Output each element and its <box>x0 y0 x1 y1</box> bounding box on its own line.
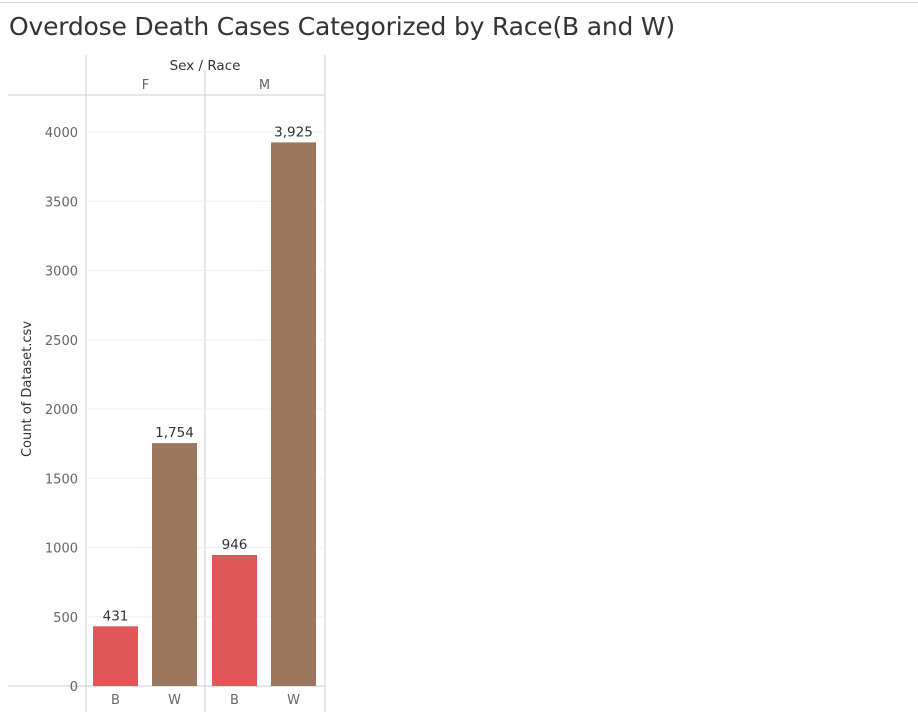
x-tick-label-m-w: W <box>287 693 300 708</box>
y-tick-label: 1500 <box>45 472 78 487</box>
data-label-m-b: 946 <box>222 537 248 553</box>
y-tick-label: 3000 <box>45 265 78 280</box>
y-tick-label: 2000 <box>45 403 78 418</box>
y-tick-label: 0 <box>70 680 78 695</box>
data-labels: 431 1,754 946 3,925 <box>103 124 313 624</box>
group-label-f: F <box>142 78 149 93</box>
column-header-title: Sex / Race <box>170 58 241 74</box>
bar-f-w <box>152 443 197 686</box>
y-axis-title: Count of Dataset.csv <box>20 321 35 457</box>
page-title: Overdose Death Cases Categorized by Race… <box>9 12 675 41</box>
data-label-f-b: 431 <box>103 608 129 624</box>
data-label-m-w: 3,925 <box>274 124 313 140</box>
x-tick-label-f-w: W <box>168 693 181 708</box>
bar-f-b <box>93 626 138 686</box>
y-tick-label: 500 <box>53 611 78 626</box>
x-tick-label-f-b: B <box>111 693 120 708</box>
data-label-f-w: 1,754 <box>155 425 194 441</box>
bar-m-w <box>271 142 316 686</box>
bar-m-b <box>212 554 257 686</box>
x-tick-label-m-b: B <box>230 693 239 708</box>
group-label-m: M <box>259 78 270 93</box>
y-tick-label: 4000 <box>45 126 78 141</box>
y-tick-label: 1000 <box>45 542 78 557</box>
y-axis-ticks: 0 500 1000 1500 2000 2500 3000 3500 4000 <box>45 126 78 695</box>
bars <box>93 142 316 686</box>
top-divider <box>0 2 918 3</box>
y-tick-label: 2500 <box>45 334 78 349</box>
y-tick-label: 3500 <box>45 195 78 210</box>
